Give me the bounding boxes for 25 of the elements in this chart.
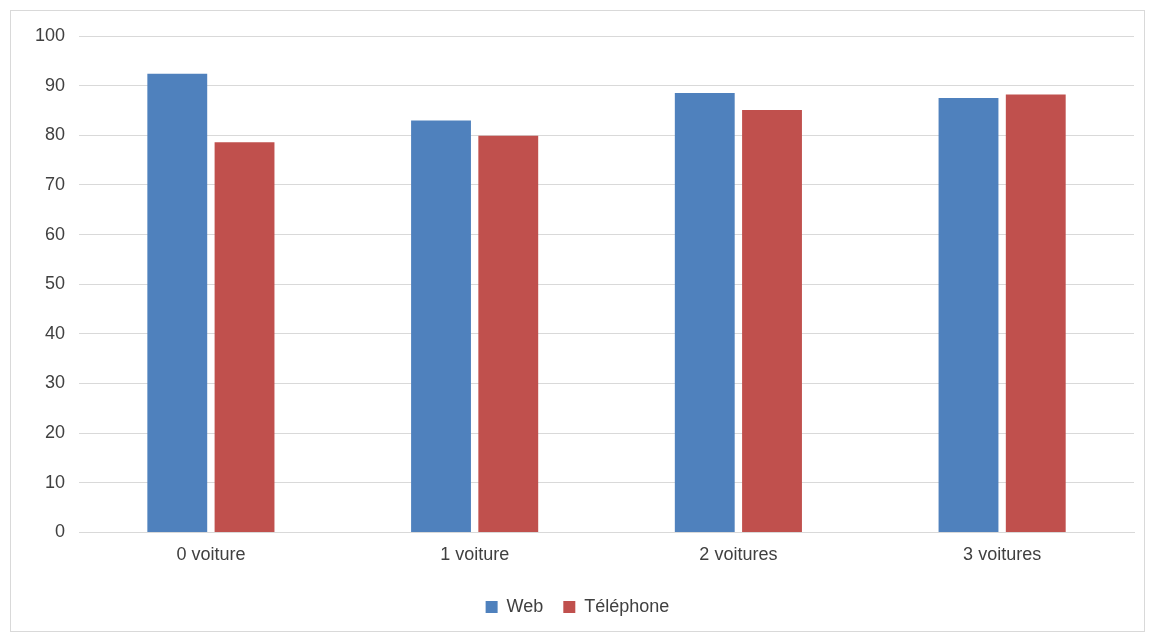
bar <box>478 135 539 532</box>
y-tick-label: 30 <box>45 372 66 393</box>
bar <box>214 142 275 532</box>
y-tick-label: 10 <box>45 471 66 492</box>
y-tick-label: 40 <box>45 322 66 343</box>
bar <box>742 109 802 532</box>
legend-label: Web <box>506 595 544 616</box>
x-tick-label: 2 voitures <box>699 544 778 565</box>
legend-label: Téléphone <box>584 595 670 616</box>
x-tick-label: 1 voiture <box>440 544 510 565</box>
y-tick-label: 50 <box>45 273 66 294</box>
bar <box>411 120 471 532</box>
y-tick-label: 70 <box>45 173 66 194</box>
bar <box>1005 94 1066 532</box>
bar <box>147 73 208 532</box>
bar <box>674 93 735 532</box>
x-tick-label: 0 voiture <box>176 544 246 565</box>
y-tick-label: 90 <box>45 74 66 95</box>
bar <box>938 98 999 532</box>
y-tick-label: 80 <box>45 124 66 145</box>
x-tick-label: 3 voitures <box>963 544 1042 565</box>
y-tick-label: 0 <box>55 521 66 542</box>
y-tick-label: 60 <box>45 223 66 244</box>
y-tick-label: 20 <box>45 422 66 443</box>
y-tick-label: 100 <box>34 24 66 45</box>
